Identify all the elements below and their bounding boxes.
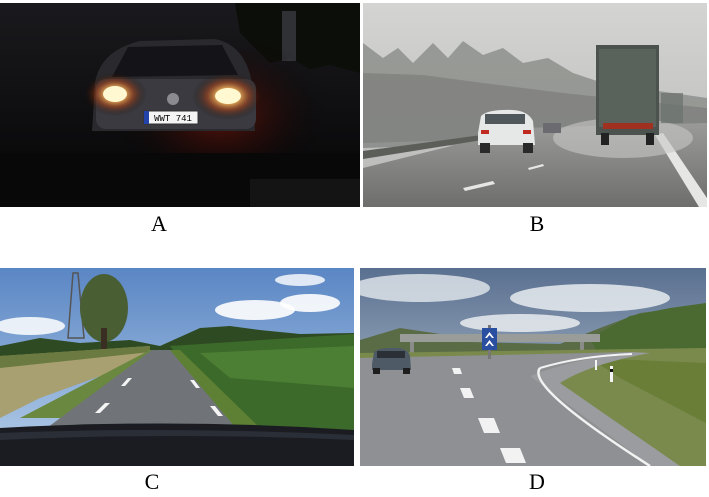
panel-label-c: C [144, 469, 160, 494]
panel-label-a: A [151, 211, 167, 236]
photo-b-foggy-highway [363, 3, 707, 207]
license-plate-text: WWT 741 [154, 114, 192, 124]
photo-c-rural-road [0, 268, 354, 466]
photo-d-curved-road [360, 268, 706, 466]
panel-label-b: B [529, 211, 545, 236]
photo-a-night-headlights: WWT 741 [0, 3, 360, 207]
panel-label-d: D [529, 469, 545, 494]
